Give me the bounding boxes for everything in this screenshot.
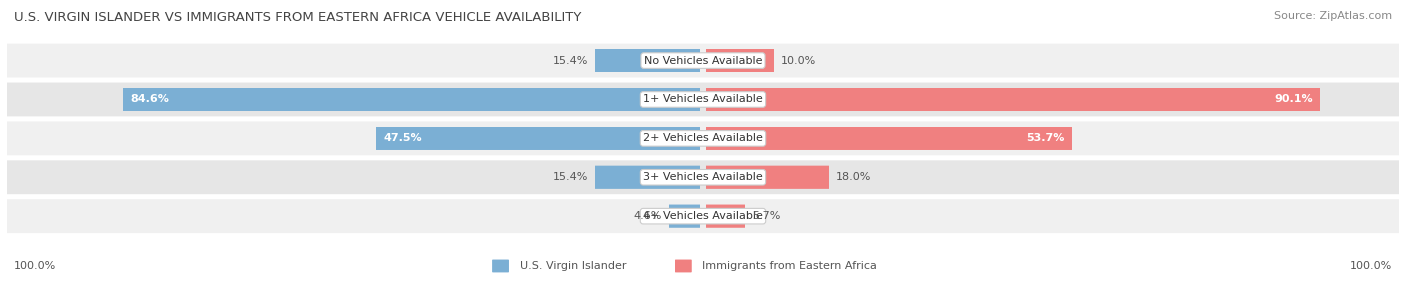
FancyBboxPatch shape [702, 166, 834, 189]
Text: 15.4%: 15.4% [553, 55, 588, 65]
Text: 47.5%: 47.5% [384, 133, 422, 143]
Text: 10.0%: 10.0% [782, 55, 817, 65]
FancyBboxPatch shape [0, 120, 1406, 156]
Text: U.S. Virgin Islander: U.S. Virgin Islander [520, 261, 626, 271]
Text: 2+ Vehicles Available: 2+ Vehicles Available [643, 133, 763, 143]
Text: Immigrants from Eastern Africa: Immigrants from Eastern Africa [703, 261, 877, 271]
FancyBboxPatch shape [0, 43, 1406, 79]
Text: 4.6%: 4.6% [634, 211, 662, 221]
Text: 100.0%: 100.0% [14, 261, 56, 271]
FancyBboxPatch shape [668, 204, 702, 228]
Text: 1+ Vehicles Available: 1+ Vehicles Available [643, 94, 763, 104]
FancyBboxPatch shape [704, 204, 747, 228]
Text: 100.0%: 100.0% [1350, 261, 1392, 271]
FancyBboxPatch shape [692, 127, 1087, 150]
FancyBboxPatch shape [682, 88, 1344, 111]
FancyBboxPatch shape [100, 88, 723, 111]
Text: 53.7%: 53.7% [1026, 133, 1064, 143]
FancyBboxPatch shape [0, 198, 1406, 234]
FancyBboxPatch shape [591, 49, 704, 72]
Text: 84.6%: 84.6% [131, 94, 169, 104]
Text: 90.1%: 90.1% [1275, 94, 1313, 104]
FancyBboxPatch shape [0, 159, 1406, 195]
Text: 15.4%: 15.4% [553, 172, 588, 182]
Text: Source: ZipAtlas.com: Source: ZipAtlas.com [1274, 11, 1392, 21]
Text: U.S. VIRGIN ISLANDER VS IMMIGRANTS FROM EASTERN AFRICA VEHICLE AVAILABILITY: U.S. VIRGIN ISLANDER VS IMMIGRANTS FROM … [14, 11, 582, 24]
Text: 3+ Vehicles Available: 3+ Vehicles Available [643, 172, 763, 182]
FancyBboxPatch shape [363, 127, 713, 150]
FancyBboxPatch shape [675, 260, 692, 272]
FancyBboxPatch shape [591, 166, 704, 189]
Text: No Vehicles Available: No Vehicles Available [644, 55, 762, 65]
Text: 18.0%: 18.0% [835, 172, 870, 182]
Text: 5.7%: 5.7% [752, 211, 780, 221]
FancyBboxPatch shape [492, 260, 509, 272]
Text: 4+ Vehicles Available: 4+ Vehicles Available [643, 211, 763, 221]
FancyBboxPatch shape [703, 49, 776, 72]
FancyBboxPatch shape [0, 82, 1406, 118]
